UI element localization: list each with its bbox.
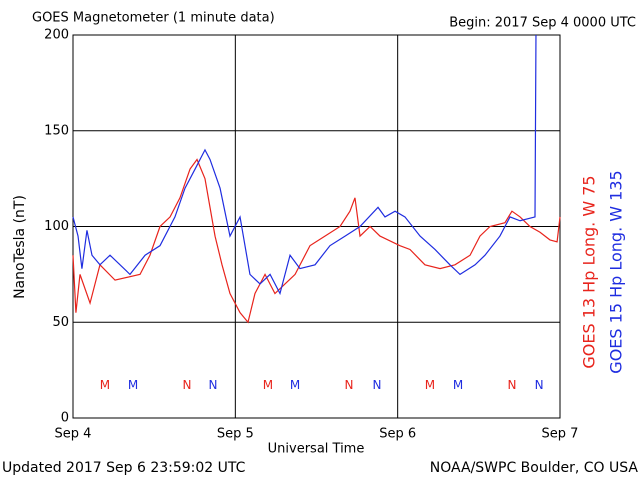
annotation: N — [182, 378, 191, 392]
annotation: N — [344, 378, 353, 392]
y-tick-label: 100 — [44, 219, 69, 234]
annotation: M — [453, 378, 463, 392]
y-tick-label: 200 — [44, 28, 69, 43]
y-axis-label: NanoTesla (nT) — [12, 195, 28, 299]
annotation: N — [373, 378, 382, 392]
x-axis-label: Universal Time — [268, 442, 365, 457]
annotation: N — [507, 378, 516, 392]
chart-title: GOES Magnetometer (1 minute data) — [32, 11, 275, 26]
chart-subtitle: Begin: 2017 Sep 4 0000 UTC — [449, 16, 636, 31]
annotation: M — [100, 378, 110, 392]
annotation: M — [128, 378, 138, 392]
data-line — [72, 158, 561, 324]
x-tick-label: Sep 7 — [542, 427, 579, 442]
annotation: M — [263, 378, 273, 392]
y-tick-label: 50 — [52, 315, 69, 330]
x-tick-label: Sep 6 — [379, 427, 416, 442]
annotation: N — [535, 378, 544, 392]
legend-label: GOES 13 Hp Long. W 75 — [580, 175, 599, 368]
annotation: M — [290, 378, 300, 392]
plot-frame — [72, 34, 561, 419]
legend-label: GOES 15 Hp Long. W 135 — [607, 170, 626, 373]
footer-left: Updated 2017 Sep 6 23:59:02 UTC — [2, 460, 246, 476]
x-tick-label: Sep 4 — [55, 427, 92, 442]
data-line — [72, 34, 537, 296]
annotation: M — [425, 378, 435, 392]
footer-right: NOAA/SWPC Boulder, CO USA — [430, 460, 639, 476]
x-tick-label: Sep 5 — [217, 427, 254, 442]
annotation: N — [208, 378, 217, 392]
y-tick-label: 150 — [44, 123, 69, 138]
y-tick-label: 0 — [61, 411, 69, 426]
